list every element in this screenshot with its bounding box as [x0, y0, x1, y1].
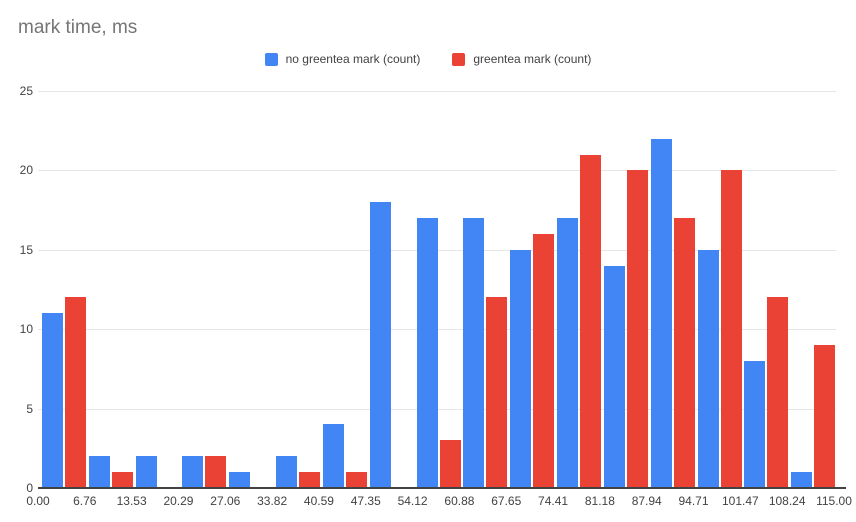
bar-no-greentea-mark-count[interactable]: [276, 456, 298, 488]
bar-no-greentea-mark-count[interactable]: [463, 218, 485, 488]
bar-greentea-mark-count[interactable]: [439, 440, 461, 488]
x-axis-tick-label: 60.88: [444, 494, 475, 508]
bar-no-greentea-mark-count[interactable]: [650, 138, 672, 488]
x-axis-tick-label: 40.59: [303, 494, 334, 508]
bar-greentea-mark-count[interactable]: [626, 170, 648, 488]
bar-no-greentea-mark-count[interactable]: [603, 265, 625, 488]
bar-no-greentea-mark-count[interactable]: [42, 313, 63, 488]
x-axis-tick-label: 20.29: [163, 494, 194, 508]
y-axis-tick-label: 5: [26, 401, 33, 416]
bar-no-greentea-mark-count[interactable]: [697, 249, 719, 488]
bar-no-greentea-mark-count[interactable]: [135, 456, 157, 488]
x-axis-tick-label: 47.35: [350, 494, 381, 508]
legend-item-label: greentea mark (count): [473, 52, 592, 66]
bar-greentea-mark-count[interactable]: [111, 472, 133, 488]
bar-greentea-mark-count[interactable]: [767, 297, 789, 488]
x-axis-line: [38, 487, 846, 489]
x-axis-tick-label: 87.94: [631, 494, 662, 508]
x-axis-tick-label: 27.06: [210, 494, 241, 508]
bar-no-greentea-mark-count[interactable]: [416, 218, 438, 488]
bar-greentea-mark-count[interactable]: [205, 456, 227, 488]
x-axis-tick-label: 74.41: [538, 494, 569, 508]
y-axis-tick-label: 0: [26, 481, 33, 495]
y-axis-tick-label: 10: [19, 322, 33, 337]
x-axis-tick-label: 108.24: [768, 494, 806, 508]
gridline: [38, 91, 836, 92]
x-axis-tick-label: 94.71: [678, 494, 709, 508]
bar-greentea-mark-count[interactable]: [814, 345, 836, 488]
gridline: [38, 170, 836, 172]
bar-greentea-mark-count[interactable]: [299, 472, 321, 488]
bar-greentea-mark-count[interactable]: [65, 297, 86, 488]
bar-no-greentea-mark-count[interactable]: [369, 202, 391, 488]
x-axis-tick-label: 67.65: [491, 494, 522, 508]
x-axis-tick-label: 81.18: [584, 494, 615, 508]
x-axis-tick-label: 6.76: [73, 494, 97, 508]
bar-no-greentea-mark-count[interactable]: [88, 456, 110, 488]
y-axis-tick-label: 25: [19, 84, 33, 98]
bar-no-greentea-mark-count[interactable]: [791, 472, 813, 488]
legend-item-greentea-mark-count[interactable]: greentea mark (count): [452, 52, 591, 66]
legend-item-no-greentea-mark-count[interactable]: no greentea mark (count): [264, 52, 421, 66]
x-axis-tick-label: 13.53: [116, 494, 147, 508]
bar-no-greentea-mark-count[interactable]: [557, 218, 579, 488]
bar-greentea-mark-count[interactable]: [533, 233, 555, 488]
bar-no-greentea-mark-count[interactable]: [229, 472, 251, 488]
bar-greentea-mark-count[interactable]: [345, 472, 367, 488]
x-axis-tick-label: 115.00: [816, 494, 852, 508]
chart-title: mark time, ms: [18, 17, 138, 38]
bar-no-greentea-mark-count[interactable]: [182, 456, 204, 488]
x-axis-tick-label: 54.12: [397, 494, 428, 508]
legend: no greentea mark (count) greentea mark (c…: [0, 52, 856, 66]
x-axis-tick-label: 101.47: [721, 494, 759, 508]
x-axis-tick-label: 0.00: [26, 494, 50, 508]
legend-swatch: [264, 52, 278, 66]
y-axis-tick-label: 20: [19, 163, 33, 178]
legend-item-label: no greentea mark (count): [285, 52, 421, 66]
legend-swatch: [452, 52, 466, 66]
bar-no-greentea-mark-count[interactable]: [322, 424, 344, 488]
y-axis-tick-label: 15: [19, 242, 33, 257]
bar-greentea-mark-count[interactable]: [580, 154, 602, 488]
bar-no-greentea-mark-count[interactable]: [510, 249, 532, 488]
bar-no-greentea-mark-count[interactable]: [744, 360, 766, 488]
x-axis-tick-label: 33.82: [257, 494, 288, 508]
bar-greentea-mark-count[interactable]: [720, 170, 742, 488]
bar-greentea-mark-count[interactable]: [486, 297, 508, 488]
bar-greentea-mark-count[interactable]: [673, 218, 695, 488]
